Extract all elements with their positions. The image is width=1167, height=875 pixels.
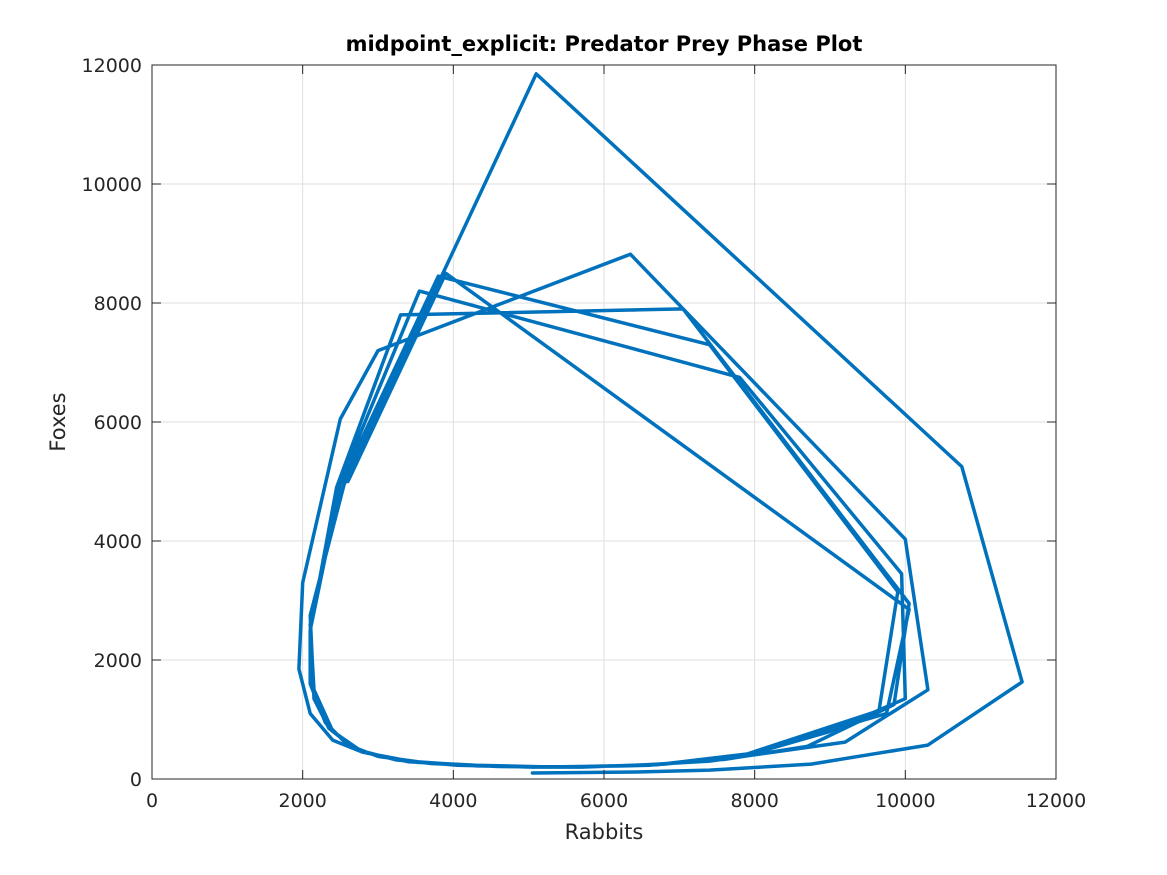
x-axis-label: Rabbits	[565, 820, 644, 844]
y-tick-label: 6000	[94, 412, 142, 434]
chart-title: midpoint_explicit: Predator Prey Phase P…	[346, 32, 863, 56]
y-tick-labels: 0 2000 4000 6000 8000 10000 12000	[82, 55, 142, 791]
series-layer	[297, 72, 1024, 775]
x-tick-label: 4000	[429, 790, 477, 812]
x-tick-labels: 0 2000 4000 6000 8000 10000 12000	[146, 790, 1086, 812]
y-axis-label: Foxes	[46, 392, 70, 451]
x-tick-label: 0	[146, 790, 158, 812]
x-tick-label: 2000	[278, 790, 326, 812]
x-tick-label: 12000	[1026, 790, 1086, 812]
y-tick-label: 10000	[82, 174, 142, 196]
y-tick-label: 0	[130, 769, 142, 791]
y-tick-label: 8000	[94, 293, 142, 315]
x-tick-label: 8000	[730, 790, 778, 812]
x-tick-label: 10000	[875, 790, 935, 812]
series-line	[297, 72, 1024, 775]
y-tick-label: 2000	[94, 650, 142, 672]
y-tick-label: 4000	[94, 531, 142, 553]
x-tick-label: 6000	[580, 790, 628, 812]
ticks	[151, 64, 1057, 780]
y-tick-label: 12000	[82, 55, 142, 77]
